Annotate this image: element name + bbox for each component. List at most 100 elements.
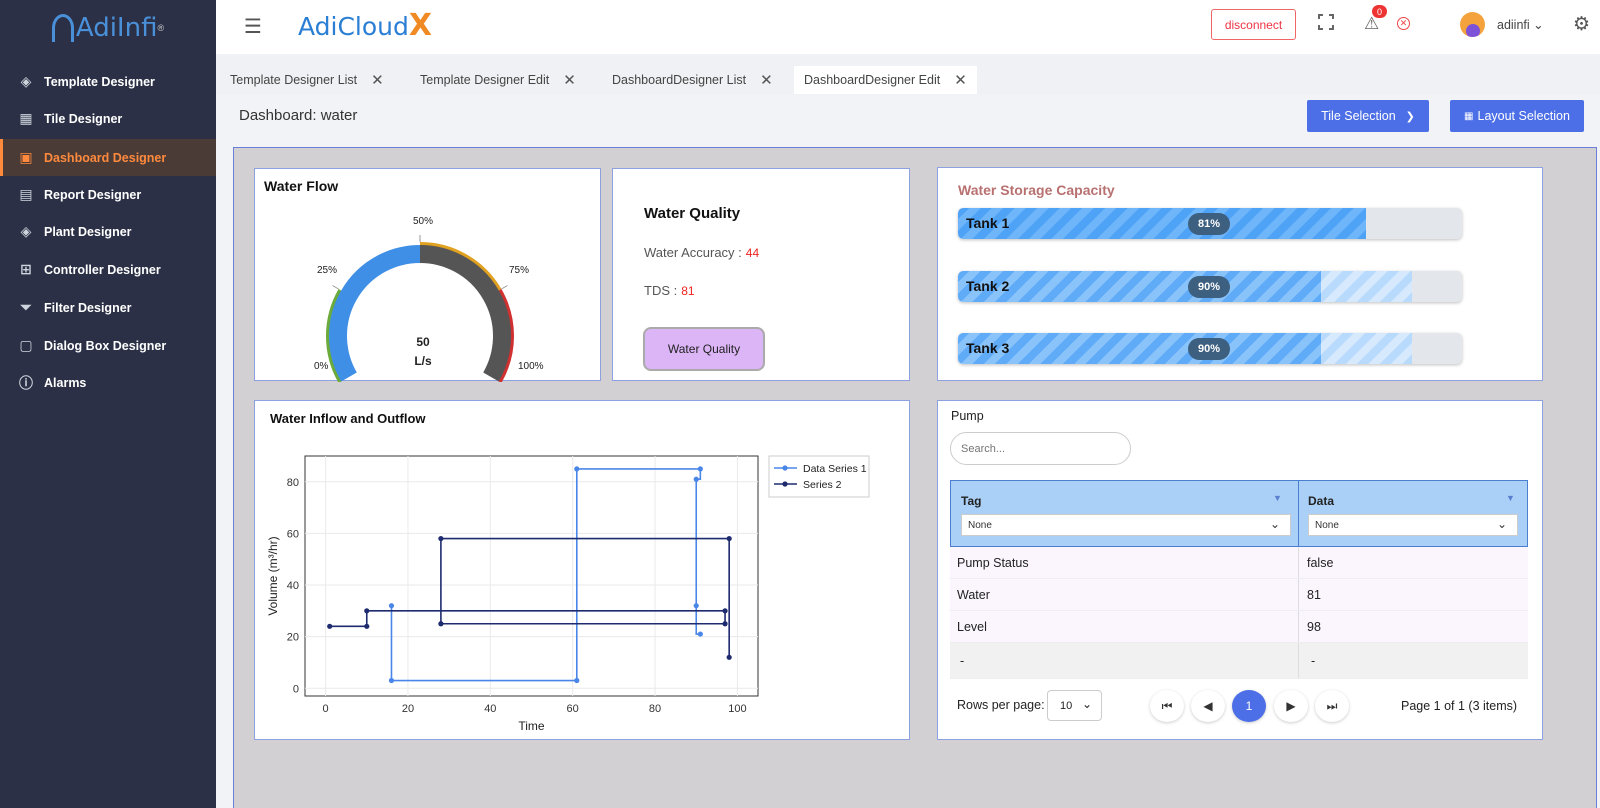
card-title: Water Storage Capacity (958, 182, 1115, 198)
last-page-button[interactable]: ⏭ (1315, 690, 1349, 722)
tab-template-designer-list[interactable]: Template Designer List ✕ (220, 66, 394, 94)
filter-icon[interactable]: ▼ (1273, 493, 1282, 503)
table-row[interactable]: -- (950, 643, 1528, 679)
x-tick-label: 40 (484, 703, 496, 715)
card-title: Water Quality (644, 205, 741, 222)
sidebar-item-label: Tile Designer (44, 111, 123, 126)
card-title: Water Flow (264, 178, 339, 194)
table-cell: 98 (1307, 620, 1321, 634)
legend-marker (782, 465, 788, 471)
data-filter-value: None (1315, 519, 1339, 531)
sidebar-item-label: Report Designer (44, 187, 142, 202)
data-filter-select[interactable]: None ⌄ (1308, 514, 1518, 536)
water-quality-card[interactable]: Water Quality Water Accuracy :44 TDS :81… (612, 168, 910, 381)
close-icon[interactable]: ✕ (954, 72, 967, 89)
rows-per-page-value: 10 (1060, 699, 1073, 712)
data-point (388, 677, 395, 684)
logo: AdiInfi ® (0, 0, 216, 56)
sidebar-item-template-designer[interactable]: ◈ Template Designer (0, 63, 216, 100)
data-point (722, 621, 728, 627)
sidebar-item-tile-designer[interactable]: ▦ Tile Designer (0, 100, 216, 137)
error-circle-icon[interactable]: ✕ (1397, 17, 1410, 30)
first-page-button[interactable]: ⏮ (1150, 690, 1184, 722)
water-flow-card[interactable]: Water Flow 0% 25% 50% 75% 100% 50 L/s (254, 168, 601, 382)
pump-card[interactable]: Pump Tag ▼ None ⌄ Data ▼ None ⌄ Pump Statu… (937, 400, 1543, 740)
column-divider (1298, 643, 1299, 678)
legend-label: Data Series 1 (803, 463, 867, 475)
sidebar-item-alarms[interactable]: ⓘ Alarms (0, 364, 216, 401)
close-icon[interactable]: ✕ (371, 72, 384, 89)
column-divider (1298, 579, 1299, 610)
sidebar-item-plant-designer[interactable]: ◈ Plant Designer (0, 213, 216, 250)
sidebar-item-dialog-box-designer[interactable]: ▢ Dialog Box Designer (0, 327, 216, 364)
legend-label: Series 2 (803, 479, 842, 491)
data-point (574, 677, 580, 684)
tile-selection-button[interactable]: Tile Selection ❯ (1307, 100, 1429, 132)
layers-icon: ◈ (20, 73, 32, 89)
tank-bar: Tank 1 81% (958, 208, 1462, 239)
warning-icon[interactable]: ⚠ (1364, 14, 1380, 33)
table-row[interactable]: Pump Status false (950, 547, 1528, 579)
hamburger-menu-icon[interactable]: ☰ (244, 16, 262, 38)
tank-fill-overlay (958, 271, 1321, 302)
tab-dashboard-designer-list[interactable]: DashboardDesigner List ✕ (602, 66, 783, 94)
y-tick-label: 40 (287, 580, 299, 592)
filter-icon: ⏷ (20, 299, 32, 315)
tank-name: Tank 1 (966, 215, 1010, 231)
column-header-data[interactable]: Data (1308, 494, 1335, 508)
sidebar-item-label: Plant Designer (44, 224, 132, 239)
table-cell: Pump Status (957, 556, 1029, 570)
next-page-button[interactable]: ▶ (1274, 690, 1308, 722)
column-header-tag[interactable]: Tag (961, 494, 982, 508)
gauge-tick-label: 0% (314, 361, 329, 372)
tab-dashboard-designer-edit[interactable]: DashboardDesigner Edit ✕ (794, 66, 977, 94)
tab-bar: Template Designer List ✕ Template Designe… (216, 54, 1600, 95)
line-chart: 0 20 40 60 80 100 0 20 40 60 80 Time Volume (m³/hr) D… (266, 455, 870, 733)
water-storage-card[interactable]: Water Storage Capacity Tank 1 81% Tank 2… (937, 167, 1543, 381)
tds-row: TDS :81 (644, 283, 695, 298)
tank-name: Tank 2 (966, 278, 1010, 294)
search-input[interactable] (950, 432, 1131, 465)
tile-selection-label: Tile Selection (1321, 109, 1396, 123)
tank-percent-badge: 90% (1188, 338, 1230, 360)
disconnect-button[interactable]: disconnect (1211, 9, 1296, 40)
sidebar-item-report-designer[interactable]: ▤ Report Designer (0, 176, 216, 213)
avatar[interactable] (1460, 12, 1485, 37)
column-divider (1298, 481, 1299, 546)
data-point (438, 621, 444, 627)
sidebar-item-filter-designer[interactable]: ⏷ Filter Designer (0, 289, 216, 326)
tab-label: Template Designer Edit (420, 73, 550, 87)
chevron-down-icon: ❯ (1405, 110, 1415, 123)
close-icon[interactable]: ✕ (563, 72, 576, 89)
gear-icon[interactable]: ⚙ (1573, 14, 1591, 35)
rows-per-page-select[interactable]: 10 ⌄ (1047, 690, 1102, 721)
app-name: AdiCloud (298, 12, 409, 41)
card-title: Pump (951, 409, 984, 423)
close-icon[interactable]: ✕ (760, 72, 773, 89)
fullscreen-icon[interactable] (1317, 13, 1335, 31)
tag-filter-select[interactable]: None ⌄ (961, 514, 1291, 536)
table-row[interactable]: Water 81 (950, 579, 1528, 611)
gauge-tick (501, 285, 508, 290)
layout-selection-label: Layout Selection (1477, 109, 1570, 123)
table-row[interactable]: Level 98 (950, 611, 1528, 643)
page-1-button[interactable]: 1 (1232, 690, 1266, 722)
sidebar-item-dashboard-designer[interactable]: ▣ Dashboard Designer (0, 139, 216, 176)
table-cell: Water (957, 588, 990, 602)
tab-template-designer-edit[interactable]: Template Designer Edit ✕ (410, 66, 586, 94)
inflow-outflow-card[interactable]: Water Inflow and Outflow 0 20 40 60 80 100 0 20… (254, 400, 910, 740)
sidebar-item-controller-designer[interactable]: ⊞ Controller Designer (0, 251, 216, 288)
user-menu[interactable]: adiinfi ⌄ (1497, 17, 1544, 32)
layout-selection-button[interactable]: ▦ Layout Selection (1450, 100, 1584, 132)
tds-value: 81 (681, 284, 695, 298)
data-point (364, 623, 370, 629)
sidebar-item-label: Template Designer (44, 74, 155, 89)
app-suffix: X (408, 8, 433, 43)
plot-area (304, 455, 759, 697)
water-quality-button[interactable]: Water Quality (643, 327, 765, 371)
data-point (722, 608, 728, 614)
prev-page-button[interactable]: ◀ (1191, 690, 1225, 722)
tank-bar: Tank 3 90% (958, 333, 1462, 364)
y-tick-label: 80 (287, 477, 299, 489)
filter-icon[interactable]: ▼ (1506, 493, 1515, 503)
